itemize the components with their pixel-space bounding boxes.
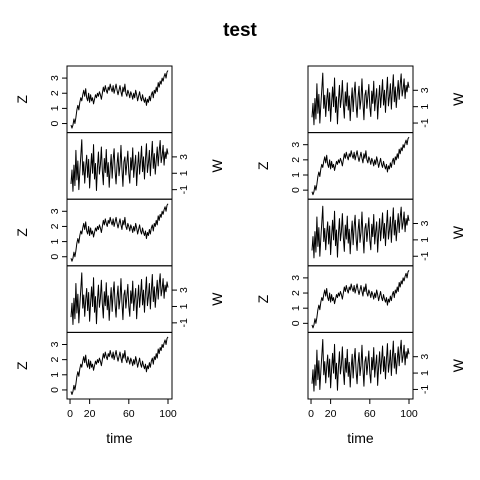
y-tick-label: 0 xyxy=(290,187,302,193)
panel-left-2: -1 1 3 W xyxy=(66,132,225,200)
panel-left-3: 0 1 2 3 Z xyxy=(14,198,173,267)
y-tick-label: 2 xyxy=(49,357,61,363)
y-tick-label: -1 xyxy=(419,118,431,127)
panel-left-1: 0 1 2 3 Z xyxy=(14,65,173,134)
x-tick-label: 60 xyxy=(364,408,376,420)
series-name-z: Z xyxy=(255,161,271,170)
y-tick-label: 0 xyxy=(49,387,61,393)
y-tick-label: 0 xyxy=(49,120,61,126)
y-tick-label: 3 xyxy=(290,275,302,281)
panel-left-5: 0 1 2 3 Z 0 20 60 100 time xyxy=(14,331,177,446)
x-tick-label: 20 xyxy=(84,408,96,420)
series-line-w xyxy=(70,272,169,325)
series-line-z xyxy=(311,270,410,329)
series-line-z xyxy=(311,136,410,196)
y-tick-label: 1 xyxy=(419,237,431,243)
y-tick-label: 2 xyxy=(290,290,302,296)
series-line-w xyxy=(311,338,410,392)
y-tick-label: 0 xyxy=(49,254,61,260)
series-name-w: W xyxy=(209,159,225,173)
y-tick-label: 1 xyxy=(49,105,61,111)
y-tick-label: 1 xyxy=(49,372,61,378)
y-tick-label: 1 xyxy=(419,104,431,110)
y-tick-label: 0 xyxy=(290,320,302,326)
panel-right-5: -1 1 3 W 0 20 60 100 time xyxy=(307,331,466,446)
y-tick-label: 1 xyxy=(290,305,302,311)
y-tick-label: 1 xyxy=(419,370,431,376)
x-axis-label: time xyxy=(347,430,374,446)
y-tick-label: 3 xyxy=(178,154,190,160)
y-tick-label: 1 xyxy=(178,170,190,176)
panel-right-2: 0 1 2 3 Z xyxy=(255,132,414,200)
x-tick-label: 0 xyxy=(308,408,314,420)
series-line-z xyxy=(70,70,169,129)
panel-right-1: -1 1 3 W xyxy=(307,65,466,134)
y-tick-label: 3 xyxy=(178,287,190,293)
y-tick-label: 3 xyxy=(419,354,431,360)
x-tick-label: 60 xyxy=(123,408,135,420)
y-tick-label: 2 xyxy=(49,223,61,229)
chart-title: test xyxy=(223,20,257,41)
series-name-w: W xyxy=(450,92,466,106)
y-tick-label: 1 xyxy=(178,303,190,309)
x-tick-label: 20 xyxy=(325,408,337,420)
series-name-w: W xyxy=(209,292,225,306)
panel-frame xyxy=(66,331,173,400)
y-tick-label: -1 xyxy=(419,385,431,394)
x-axis-label: time xyxy=(106,430,133,446)
y-tick-label: 1 xyxy=(290,172,302,178)
y-tick-label: 3 xyxy=(49,208,61,214)
y-tick-label: 3 xyxy=(419,220,431,226)
series-line-w xyxy=(311,72,410,126)
panel-left-4: -1 1 3 W xyxy=(66,265,225,333)
panel-right-4: 0 1 2 3 Z xyxy=(255,265,414,333)
y-tick-label: 2 xyxy=(290,157,302,163)
y-tick-label: -1 xyxy=(178,185,190,194)
series-line-w xyxy=(70,139,169,192)
panel-right-3: -1 1 3 W xyxy=(307,198,466,267)
series-name-z: Z xyxy=(14,228,30,237)
x-tick-label: 100 xyxy=(159,408,177,420)
y-tick-label: -1 xyxy=(419,251,431,260)
series-name-z: Z xyxy=(14,95,30,104)
panel-frame xyxy=(307,132,414,200)
x-tick-label: 100 xyxy=(400,408,418,420)
y-tick-label: 3 xyxy=(290,142,302,148)
y-tick-label: 3 xyxy=(49,341,61,347)
y-tick-label: -1 xyxy=(178,318,190,327)
series-line-w xyxy=(311,205,410,259)
x-tick-label: 0 xyxy=(67,408,73,420)
panel-frame xyxy=(66,198,173,267)
panel-frame xyxy=(307,265,414,333)
y-tick-label: 3 xyxy=(419,87,431,93)
panel-frame xyxy=(66,65,173,134)
series-name-w: W xyxy=(450,358,466,372)
series-name-w: W xyxy=(450,225,466,239)
series-name-z: Z xyxy=(255,294,271,303)
y-tick-label: 2 xyxy=(49,90,61,96)
series-line-z xyxy=(70,336,169,395)
series-line-z xyxy=(70,203,169,262)
y-tick-label: 3 xyxy=(49,75,61,81)
y-tick-label: 1 xyxy=(49,239,61,245)
series-name-z: Z xyxy=(14,361,30,370)
